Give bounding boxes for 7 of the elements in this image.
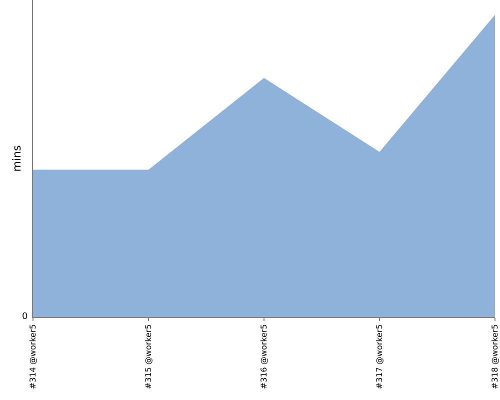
text: 0: [22, 312, 28, 322]
y-axis-title: mins: [10, 145, 24, 172]
x-tick-label: #317 @worker5: [375, 324, 384, 390]
x-tick-label: #314 @worker5: [28, 324, 38, 390]
x-tick-label: #315 @worker5: [144, 324, 154, 390]
x-tick-label: #316 @worker5: [260, 324, 269, 390]
x-tick-label: #318 @worker5: [490, 324, 500, 390]
